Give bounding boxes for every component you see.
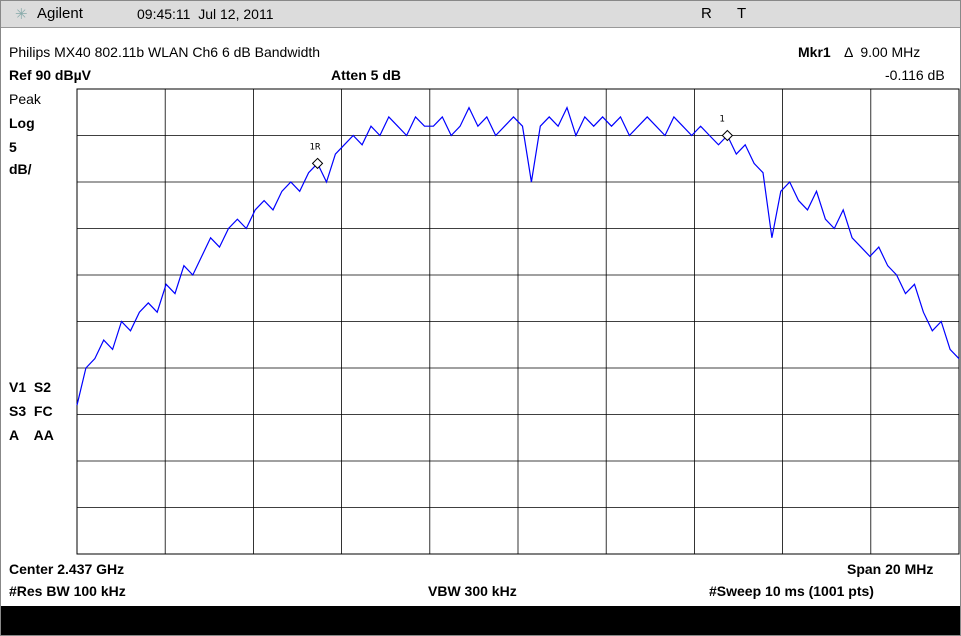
- status-line: V1 S2: [9, 379, 52, 395]
- measurement-title: Philips MX40 802.11b WLAN Ch6 6 dB Bandw…: [9, 44, 321, 60]
- softkey-bar: [1, 606, 960, 635]
- marker-label: Mkr1: [798, 44, 831, 60]
- trace: [76, 105, 960, 406]
- brand: Agilent: [37, 5, 83, 22]
- marker-label: 1R: [310, 142, 321, 152]
- title-bar: ✳ Agilent 09:45:11 Jul 12, 2011 R T: [1, 1, 960, 28]
- marker-delta: -0.116 dB: [885, 67, 945, 83]
- span: Span 20 MHz: [847, 561, 934, 577]
- center-freq: Center 2.437 GHz: [9, 561, 125, 577]
- status-line: S3 FC: [9, 403, 53, 419]
- sweep: #Sweep 10 ms (1001 pts): [709, 583, 874, 599]
- status: R: [701, 5, 712, 22]
- marker-value: Δ 9.00 MHz: [844, 44, 921, 60]
- marker-label: 1: [719, 115, 724, 125]
- vbw: VBW 300 kHz: [428, 583, 517, 599]
- status: T: [737, 5, 747, 22]
- detector: Peak: [9, 91, 41, 107]
- scale-type: Log: [9, 115, 35, 131]
- atten: Atten 5 dB: [331, 67, 401, 83]
- scale-value: 5: [9, 139, 17, 155]
- plot: 1R 1: [76, 88, 960, 555]
- marker: [721, 129, 734, 142]
- marker: [311, 157, 324, 170]
- rbw: #Res BW 100 kHz: [9, 583, 126, 599]
- status-line: A AA: [9, 427, 54, 443]
- ref-level: Ref 90 dBµV: [9, 67, 91, 83]
- scale-unit: dB/: [9, 161, 32, 177]
- logo: ✳: [15, 6, 28, 23]
- datetime: 09:45:11 Jul 12, 2011: [137, 6, 274, 22]
